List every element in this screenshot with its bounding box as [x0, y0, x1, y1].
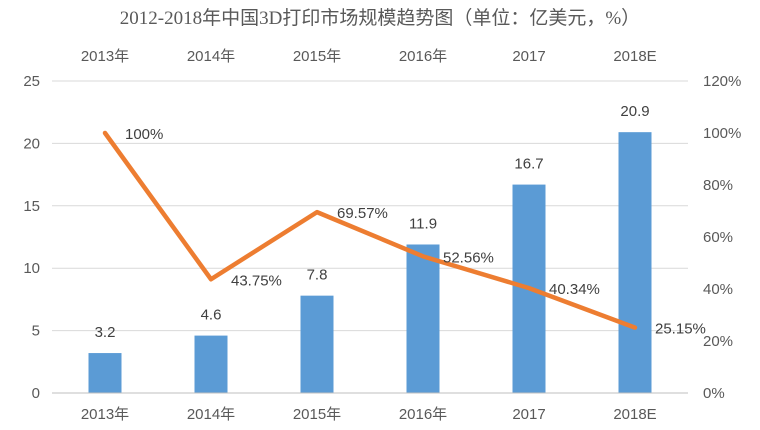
line-point	[210, 278, 212, 280]
line-series-path	[102, 130, 638, 330]
line-value-label: 25.15%	[655, 321, 706, 338]
line-point	[634, 327, 636, 329]
bar-data-labels: 3.2 4.6 7.8 11.9 16.7 20.9	[95, 103, 650, 341]
bar	[406, 244, 440, 393]
right-y-tick-label: 120%	[703, 73, 741, 90]
x-axis: 2013年 2014年 2015年 2016年 2017 2018E	[52, 392, 688, 423]
line-value-label: 100%	[125, 126, 163, 143]
line-value-label: 40.34%	[549, 281, 600, 298]
x-tick-label: 2016年	[399, 406, 447, 423]
left-y-tick-label: 20	[23, 135, 40, 152]
left-y-tick-label: 25	[23, 73, 40, 90]
line-point	[316, 211, 318, 213]
line-value-label: 69.57%	[337, 205, 388, 222]
right-y-tick-label: 20%	[703, 333, 733, 350]
bar-series	[88, 132, 652, 393]
top-category-labels: 2013年 2014年 2015年 2016年 2017 2018E	[81, 48, 657, 65]
right-y-tick-label: 80%	[703, 177, 733, 194]
top-category-label: 2017	[512, 48, 545, 65]
line-point	[528, 287, 530, 289]
bar-value-label: 20.9	[620, 103, 649, 120]
x-tick-label: 2015年	[293, 406, 341, 423]
x-tick-label: 2014年	[187, 406, 235, 423]
x-tick-label: 2018E	[613, 406, 656, 423]
left-y-tick-label: 0	[32, 385, 40, 402]
line-series	[102, 130, 638, 330]
right-y-axis: 0% 20% 40% 60% 80% 100% 120%	[703, 73, 741, 402]
x-tick-label: 2017	[512, 406, 545, 423]
top-category-label: 2014年	[187, 48, 235, 65]
left-y-axis: 0 5 10 15 20 25	[23, 73, 40, 402]
bar	[300, 295, 334, 393]
right-y-tick-label: 40%	[703, 281, 733, 298]
x-tick-label: 2013年	[81, 406, 129, 423]
bar-value-label: 7.8	[307, 267, 328, 284]
bar	[194, 335, 228, 393]
line-data-labels: 100% 43.75% 69.57% 52.56% 40.34% 25.15%	[125, 126, 706, 338]
left-y-tick-label: 10	[23, 260, 40, 277]
chart-title: 2012-2018年中国3D打印市场规模趋势图（单位：亿美元，%）	[120, 7, 640, 29]
right-y-tick-label: 60%	[703, 229, 733, 246]
top-category-label: 2013年	[81, 48, 129, 65]
bar-value-label: 16.7	[514, 156, 543, 173]
right-y-tick-label: 100%	[703, 125, 741, 142]
top-category-label: 2015年	[293, 48, 341, 65]
bar-value-label: 3.2	[95, 324, 116, 341]
line-value-label: 43.75%	[231, 272, 282, 289]
line-point	[104, 132, 106, 134]
left-y-tick-label: 15	[23, 198, 40, 215]
top-category-label: 2016年	[399, 48, 447, 65]
bar	[618, 132, 652, 393]
right-y-tick-label: 0%	[703, 385, 725, 402]
left-y-tick-label: 5	[32, 323, 40, 340]
line-value-label: 52.56%	[443, 249, 494, 266]
bar-value-label: 4.6	[201, 307, 222, 324]
top-category-label: 2018E	[613, 48, 656, 65]
bar-value-label: 11.9	[409, 215, 437, 232]
bar	[88, 353, 122, 393]
line-point	[422, 255, 424, 257]
